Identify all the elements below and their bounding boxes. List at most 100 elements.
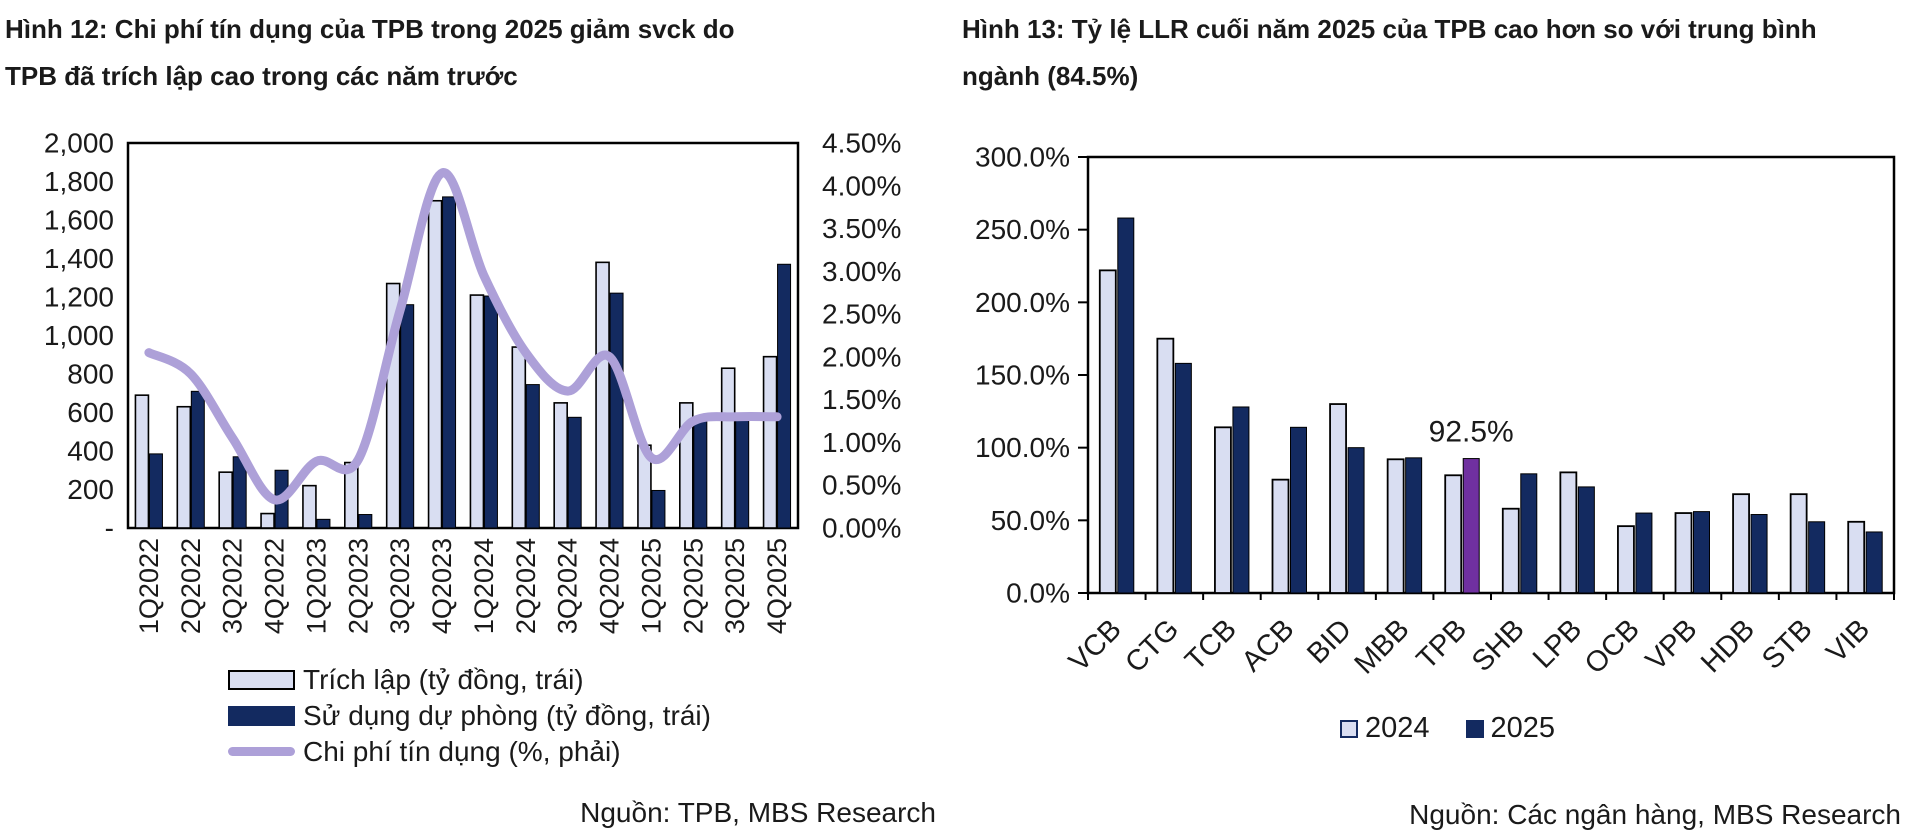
fig13-source: Nguồn: Các ngân hàng, MBS Research (1409, 799, 1901, 830)
fig13-bar-2025-OCB (1635, 512, 1653, 594)
fig13-legend-item-2025: 2025 (1465, 712, 1556, 745)
fig12-bar-su-dung-du-phong-4Q2024 (609, 292, 624, 529)
fig12-x-axis-label-3Q2023: 3Q2023 (385, 538, 415, 634)
fig12-bar-su-dung-du-phong-3Q2025 (735, 419, 750, 529)
fig13-bar-2024-MBB (1386, 458, 1405, 594)
fig13-legend-label: 2025 (1490, 712, 1556, 744)
fig12-bar-su-dung-du-phong-3Q2023 (400, 304, 415, 529)
legend-2025-swatch-icon (1465, 719, 1484, 738)
fig13-tpb-value-label: 92.5% (1429, 416, 1514, 449)
fig12-left-axis-tick-label: 400 (67, 436, 114, 467)
fig12-legend-label: Trích lập (tỷ đồng, trái) (303, 663, 584, 695)
fig13-bar-2025-LPB (1577, 486, 1595, 594)
fig12-bar-su-dung-du-phong-2Q2023 (358, 514, 373, 529)
fig12-bar-trich-lap-3Q2024 (553, 402, 568, 529)
fig13-bar-2025-VPB (1693, 511, 1710, 594)
fig13-legend-label: 2024 (1365, 712, 1430, 744)
fig13-plot-border (1086, 155, 1896, 595)
fig13-y-axis-tick-label: 150.0% (975, 360, 1070, 391)
fig13-y-axis-tick-label: 200.0% (975, 287, 1070, 318)
fig12-bar-trich-lap-3Q2025 (720, 367, 736, 529)
fig12-bar-trich-lap-4Q2024 (595, 261, 610, 529)
fig12-right-axis-tick-label: 0.50% (822, 470, 901, 501)
fig12-legend-item-su-dung: Sử dụng dự phòng (tỷ đồng, trái) (228, 700, 711, 731)
fig12-bar-su-dung-du-phong-2Q2024 (525, 384, 540, 529)
fig12-bar-su-dung-du-phong-2Q2025 (693, 417, 708, 529)
fig12-x-axis-label-3Q2025: 3Q2025 (720, 538, 750, 634)
fig13-bar-2024-TPB (1444, 474, 1463, 594)
fig13-bar-2025-CTG (1174, 362, 1192, 594)
fig13-title: Hình 13: Tỷ lệ LLR cuối năm 2025 của TPB… (962, 14, 1817, 91)
fig12-legend-label: Chi phí tín dụng (%, phải) (303, 735, 621, 767)
fig12-bar-su-dung-du-phong-1Q2023 (316, 518, 331, 529)
fig13-bar-2024-ACB (1271, 478, 1290, 594)
fig12-bar-su-dung-du-phong-1Q2022 (148, 453, 163, 529)
fig12-right-axis-tick-label: 2.00% (822, 341, 901, 372)
fig12-bar-trich-lap-4Q2025 (762, 355, 778, 529)
fig12-left-axis-tick-label: 1,400 (44, 243, 114, 274)
fig12-bar-su-dung-du-phong-4Q2025 (777, 263, 792, 529)
fig13-x-axis-label-CTG: CTG (1119, 613, 1185, 679)
fig13-bar-2024-BID (1329, 403, 1347, 594)
fig12-x-axis-label-1Q2024: 1Q2024 (469, 538, 499, 634)
fig12-x-axis-label-1Q2025: 1Q2025 (636, 538, 666, 634)
fig13-y-axis-tick-label: 100.0% (975, 432, 1070, 463)
fig12-bar-su-dung-du-phong-1Q2024 (483, 295, 498, 529)
fig13-bar-2024-TCB (1214, 426, 1232, 594)
fig13-y-axis-tick-label: 250.0% (975, 214, 1070, 245)
fig13-bar-2024-VCB (1098, 269, 1117, 594)
fig13-y-axis-tick-label: 0.0% (1006, 578, 1070, 609)
fig12-left-axis-tick-label: 1,600 (44, 205, 114, 236)
fig12-left-axis-tick-label: 2,000 (44, 128, 114, 159)
fig13-legend: 2024 2025 (1340, 712, 1555, 745)
fig12-bar-su-dung-du-phong-1Q2025 (651, 489, 666, 529)
fig12-left-axis-tick-label: - (105, 513, 114, 544)
fig13-bar-2025-ACB (1290, 426, 1307, 594)
fig13-x-axis-label-TPB: TPB (1411, 613, 1474, 676)
fig12-x-axis-label-2Q2025: 2Q2025 (678, 538, 708, 634)
fig13-x-axis-label-TCB: TCB (1179, 613, 1243, 677)
fig13-bar-2025-MBB (1405, 457, 1423, 594)
fig13-y-axis-tick-label: 300.0% (975, 142, 1070, 173)
fig12-x-axis-label-3Q2024: 3Q2024 (553, 538, 583, 634)
fig12-bar-trich-lap-2Q2024 (511, 346, 527, 529)
fig13-bar-2025-VIB (1865, 531, 1883, 594)
fig13-legend-item-2024: 2024 (1340, 712, 1430, 745)
fig12-bar-trich-lap-1Q2022 (134, 394, 150, 529)
fig13-bar-2024-LPB (1559, 471, 1578, 594)
fig12-x-axis-label-3Q2022: 3Q2022 (218, 538, 248, 634)
fig13-bar-2024-OCB (1617, 525, 1635, 594)
fig13-x-axis-label-ACB: ACB (1236, 613, 1301, 678)
fig12-bar-trich-lap-4Q2023 (427, 199, 443, 529)
chi-phi-tin-dung-line-swatch-icon (228, 747, 295, 756)
fig12-x-axis-label-1Q2023: 1Q2023 (301, 538, 331, 634)
fig12-right-axis-tick-label: 4.50% (822, 128, 901, 159)
fig12-source: Nguồn: TPB, MBS Research (580, 797, 936, 828)
fig13-x-axis-label-MBB: MBB (1349, 613, 1416, 680)
fig13-bar-2025-VCB (1117, 217, 1135, 594)
fig12-x-axis-label-1Q2022: 1Q2022 (134, 538, 164, 634)
fig13-x-axis-label-BID: BID (1301, 613, 1358, 670)
fig13-bar-2025-SHB (1520, 473, 1538, 594)
fig13-x-axis-label-HDB: HDB (1695, 613, 1761, 679)
fig12-bar-trich-lap-3Q2022 (218, 471, 233, 529)
fig12-left-axis-tick-label: 1,800 (44, 166, 114, 197)
fig12-x-axis-label-2Q2023: 2Q2023 (343, 538, 373, 634)
fig12-left-axis-tick-label: 1,200 (44, 282, 114, 313)
fig13-bar-2024-VIB (1847, 520, 1866, 594)
fig12-x-axis-label-4Q2024: 4Q2024 (595, 538, 625, 634)
fig13-x-axis-label-OCB: OCB (1579, 613, 1646, 680)
fig13-bar-2025-TPB-highlighted (1462, 458, 1480, 594)
fig12-x-axis-label-2Q2022: 2Q2022 (176, 538, 206, 634)
fig12-left-axis-tick-label: 200 (67, 474, 114, 505)
legend-2024-swatch-icon (1340, 719, 1358, 738)
fig12-right-axis-tick-label: 2.50% (822, 299, 901, 330)
fig12-legend-item-trich-lap: Trích lập (tỷ đồng, trái) (228, 663, 711, 695)
fig12-x-axis-label-4Q2023: 4Q2023 (427, 538, 457, 634)
fig12-title: Hình 12: Chi phí tín dụng của TPB trong … (5, 14, 735, 91)
fig12-bar-su-dung-du-phong-4Q2023 (442, 196, 457, 529)
fig12-bar-trich-lap-1Q2024 (469, 294, 485, 529)
fig12-x-axis-label-4Q2025: 4Q2025 (762, 538, 792, 634)
